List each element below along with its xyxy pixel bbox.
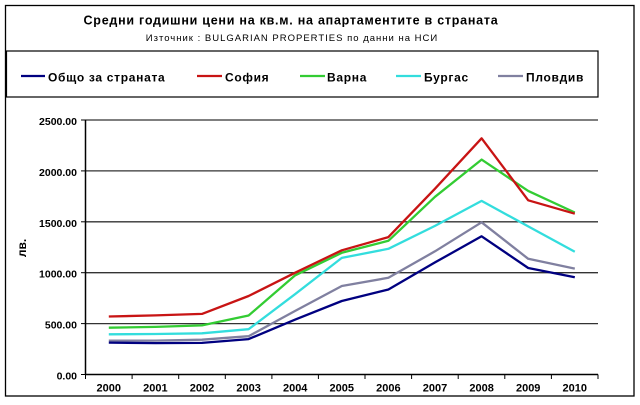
svg-text:2000.00: 2000.00	[39, 167, 77, 179]
svg-text:2005: 2005	[330, 383, 354, 395]
svg-text:Средни годишни цени на кв.м. н: Средни годишни цени на кв.м. на апартаме…	[84, 14, 499, 28]
svg-text:София: София	[225, 71, 269, 85]
svg-text:2006: 2006	[376, 383, 400, 395]
svg-text:2002: 2002	[190, 383, 214, 395]
svg-text:1000.00: 1000.00	[39, 269, 77, 281]
svg-text:2003: 2003	[236, 383, 260, 395]
svg-text:2004: 2004	[283, 383, 308, 395]
svg-text:2010: 2010	[563, 383, 587, 395]
svg-text:2007: 2007	[423, 383, 447, 395]
svg-text:2000: 2000	[97, 383, 121, 395]
svg-text:2001: 2001	[143, 383, 167, 395]
svg-text:0.00: 0.00	[57, 371, 78, 383]
svg-text:1500.00: 1500.00	[39, 218, 77, 230]
svg-text:2500.00: 2500.00	[39, 116, 77, 128]
svg-text:2008: 2008	[469, 383, 493, 395]
svg-text:Варна: Варна	[327, 71, 367, 85]
svg-text:500.00: 500.00	[45, 320, 77, 332]
svg-text:Източник : BULGARIAN PROPERTIE: Източник : BULGARIAN PROPERTIES по данни…	[146, 33, 438, 44]
svg-text:Пловдив: Пловдив	[526, 71, 584, 85]
svg-text:Общо за страната: Общо за страната	[48, 71, 165, 85]
svg-text:лв.: лв.	[15, 239, 29, 257]
svg-text:2009: 2009	[516, 383, 540, 395]
svg-text:Бургас: Бургас	[424, 71, 469, 85]
